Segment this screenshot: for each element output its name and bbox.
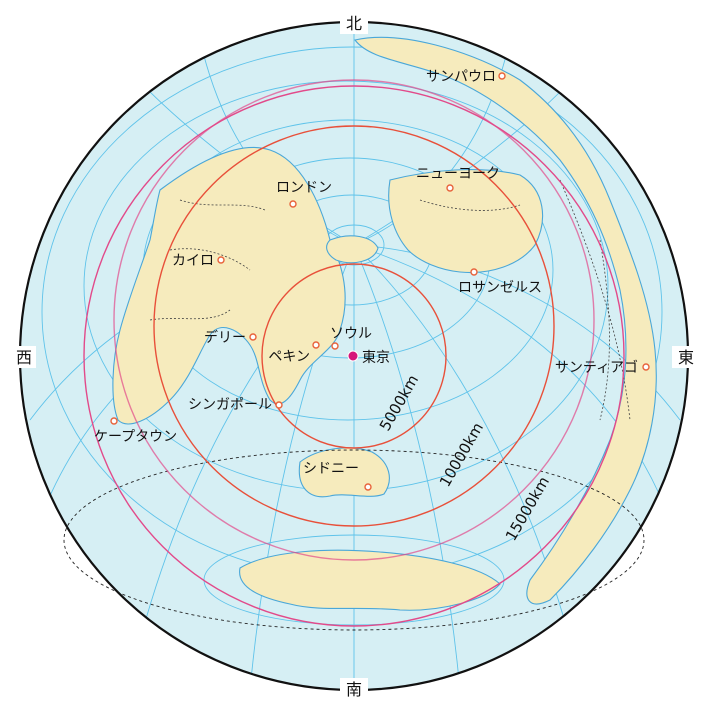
city-dot-delhi (249, 333, 257, 341)
label-singapore: シンガポール (188, 397, 272, 413)
label-los-angeles: ロサンゼルス (458, 280, 542, 296)
north-label: 北 (346, 14, 362, 33)
city-dot-sydney (364, 483, 372, 491)
eurasia-africa (112, 146, 346, 425)
borders (149, 179, 631, 421)
city-dot-los-angeles (470, 268, 478, 276)
city-dot-seoul (331, 342, 339, 350)
label-cape-town: ケープタウン (94, 429, 177, 445)
ring-15000km (83, 85, 625, 627)
north-america (388, 169, 544, 274)
city-markers (110, 72, 650, 491)
south-label: 南 (346, 680, 362, 699)
city-labels: サンパウロ ニューヨーク ロンドン カイロ ロサンゼルス デリー ソウル ペキン… (94, 69, 638, 477)
label-cairo: カイロ (172, 253, 214, 269)
label-new-york: ニューヨーク (416, 166, 500, 182)
greenland (326, 235, 379, 264)
city-dot-beijing (312, 341, 320, 349)
city-dot-cairo (217, 256, 225, 264)
city-dot-singapore (275, 401, 283, 409)
antarctic-circle (63, 449, 645, 631)
label-delhi: デリー (204, 329, 246, 346)
city-dot-cape-town (110, 417, 118, 425)
label-london: ロンドン (276, 180, 332, 196)
ring-10000km (153, 125, 555, 527)
city-dot-london (289, 200, 297, 208)
city-dot-new-york (446, 184, 454, 192)
east-label: 東 (678, 348, 694, 367)
label-beijing: ペキン (268, 349, 310, 365)
label-sao-paulo: サンパウロ (426, 69, 496, 85)
distance-rings (83, 79, 625, 627)
label-tokyo: 東京 (362, 350, 390, 366)
label-seoul: ソウル (330, 326, 372, 342)
south-america (354, 36, 657, 605)
label-sydney: シドニー (303, 461, 359, 477)
west-label: 西 (16, 348, 32, 367)
ring-5000km (261, 263, 447, 449)
antarctica (239, 549, 501, 611)
label-santiago: サンティアゴ (555, 359, 638, 376)
city-dot-sao-paulo (498, 72, 506, 80)
land-masses (112, 36, 657, 611)
tokyo-marker (347, 350, 359, 362)
city-dot-santiago (642, 363, 650, 371)
